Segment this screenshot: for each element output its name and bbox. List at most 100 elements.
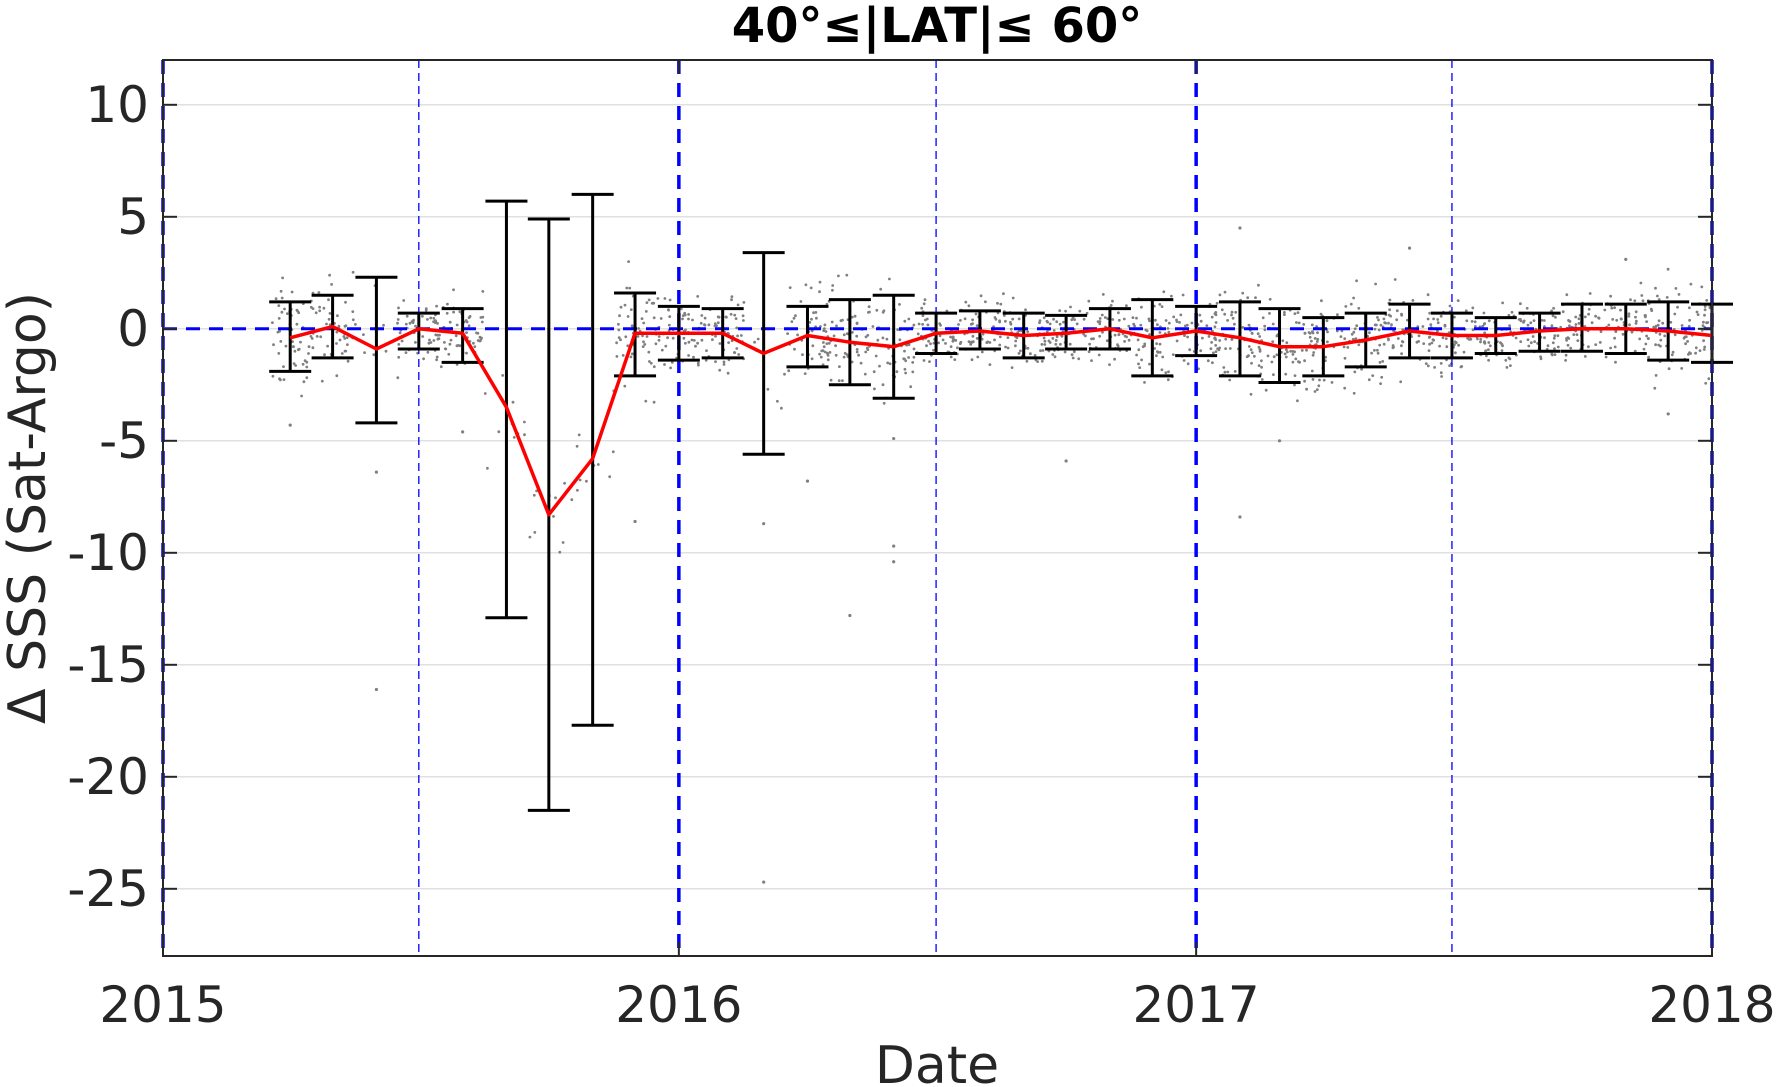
scatter-point xyxy=(1319,312,1323,316)
scatter-point xyxy=(1139,323,1143,327)
scatter-point xyxy=(1393,278,1397,281)
scatter-point xyxy=(1376,316,1379,319)
scatter-point xyxy=(1322,378,1326,382)
scatter-point xyxy=(1457,343,1460,347)
scatter-point xyxy=(1218,293,1222,297)
scatter-point xyxy=(1432,317,1435,321)
scatter-point xyxy=(1212,351,1215,355)
scatter-point xyxy=(681,317,684,321)
scatter-point xyxy=(1320,299,1323,303)
scatter-point xyxy=(1344,305,1348,308)
scatter-point xyxy=(839,319,843,323)
scatter-outlier xyxy=(288,423,292,427)
scatter-point xyxy=(1316,337,1320,341)
scatter-point xyxy=(1042,316,1046,320)
scatter-point xyxy=(1634,310,1638,314)
scatter-point xyxy=(1439,371,1443,375)
scatter-point xyxy=(1205,324,1209,327)
scatter-point xyxy=(501,374,505,377)
scatter-point xyxy=(1587,345,1590,349)
scatter-point xyxy=(1250,331,1254,335)
scatter-point xyxy=(1349,302,1353,306)
scatter-point xyxy=(1284,355,1288,359)
scatter-point xyxy=(885,337,889,341)
scatter-point xyxy=(866,348,870,351)
scatter-point xyxy=(1305,387,1308,391)
scatter-point xyxy=(1286,350,1289,354)
scatter-point xyxy=(1427,349,1431,352)
scatter-point xyxy=(432,339,436,342)
scatter-point xyxy=(834,353,838,357)
scatter-point xyxy=(724,315,728,319)
scatter-point xyxy=(1230,338,1234,341)
scatter-point xyxy=(1354,337,1358,341)
scatter-point xyxy=(853,314,857,318)
scatter-point xyxy=(1040,343,1044,346)
scatter-point xyxy=(596,463,600,466)
scatter-point xyxy=(823,323,827,327)
scatter-point xyxy=(850,360,854,364)
scatter-point xyxy=(1357,306,1361,310)
scatter-point xyxy=(1669,320,1673,324)
scatter-point xyxy=(1167,321,1171,325)
scatter-point xyxy=(834,344,837,348)
scatter-point xyxy=(1048,341,1052,344)
scatter-point xyxy=(1702,348,1706,351)
scatter-point xyxy=(879,287,883,291)
scatter-point xyxy=(476,339,480,342)
scatter-point xyxy=(1026,330,1030,334)
scatter-point xyxy=(1281,339,1285,343)
scatter-point xyxy=(939,323,942,327)
scatter-point xyxy=(733,351,737,354)
scatter-point xyxy=(445,311,449,315)
scatter-point xyxy=(1318,378,1321,382)
scatter-point xyxy=(1428,311,1432,315)
scatter-point xyxy=(435,304,438,308)
scatter-point xyxy=(831,284,835,287)
scatter-point xyxy=(1077,357,1081,361)
scatter-point xyxy=(1566,343,1570,347)
scatter-point xyxy=(1250,351,1254,354)
scatter-point xyxy=(1175,339,1179,343)
scatter-point xyxy=(1002,292,1005,296)
scatter-point xyxy=(1597,316,1600,320)
scatter-point xyxy=(1689,352,1692,355)
scatter-point xyxy=(282,378,286,381)
scatter-point xyxy=(1123,340,1126,343)
scatter-point xyxy=(1487,358,1490,362)
scatter-point xyxy=(812,311,815,315)
scatter-point xyxy=(1145,329,1149,333)
scatter-point xyxy=(980,337,984,341)
scatter-point xyxy=(468,315,472,318)
scatter-point xyxy=(1135,316,1138,320)
scatter-point xyxy=(1566,336,1570,340)
scatter-point xyxy=(1053,355,1057,359)
scatter-point xyxy=(1175,320,1179,323)
scatter-point xyxy=(1029,352,1032,356)
scatter-point xyxy=(1352,391,1356,395)
scatter-point xyxy=(855,348,859,351)
scatter-point xyxy=(397,343,401,346)
scatter-point xyxy=(1542,319,1546,322)
scatter-point xyxy=(1441,336,1445,340)
scatter-point xyxy=(1214,344,1218,347)
scatter-point xyxy=(278,329,281,333)
scatter-point xyxy=(1510,310,1514,314)
scatter-point xyxy=(637,327,640,330)
scatter-point xyxy=(1310,323,1314,327)
scatter-point xyxy=(422,357,425,361)
scatter-point xyxy=(815,316,818,320)
scatter-point xyxy=(297,347,301,351)
scatter-point xyxy=(1553,353,1557,356)
scatter-point xyxy=(837,274,840,278)
scatter-point xyxy=(1271,322,1275,326)
scatter-point xyxy=(1509,364,1512,367)
scatter-point xyxy=(1214,321,1218,324)
scatter-point xyxy=(823,327,826,330)
scatter-point xyxy=(1311,331,1315,335)
scatter-point xyxy=(1483,322,1486,325)
scatter-point xyxy=(649,361,653,365)
scatter-point xyxy=(1148,362,1151,366)
scatter-point xyxy=(1453,315,1456,319)
scatter-point xyxy=(428,338,431,342)
